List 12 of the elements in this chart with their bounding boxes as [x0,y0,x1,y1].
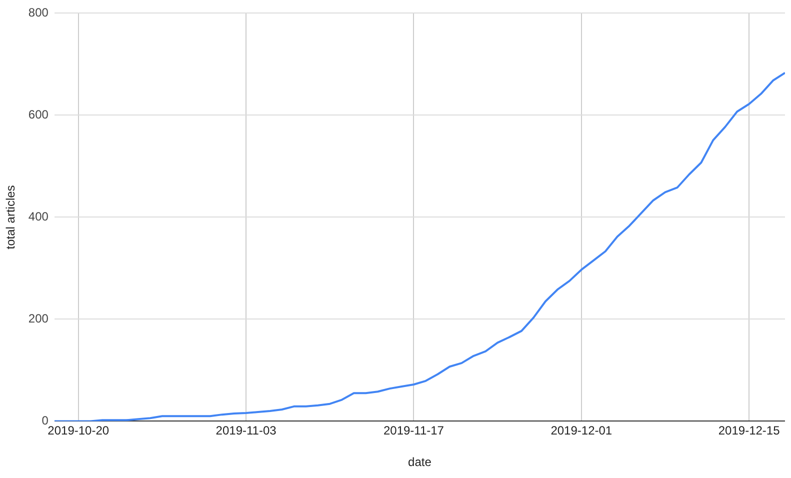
y-tick-label: 800 [28,6,49,20]
y-axis-title: total articles [4,185,18,250]
y-tick-label: 200 [28,312,49,326]
x-axis-title: date [408,455,432,470]
y-tick-label: 0 [42,414,49,428]
x-tick-label: 2019-12-15 [718,424,780,438]
y-tick-label: 400 [28,210,49,224]
x-tick-label: 2019-11-17 [383,424,444,438]
y-tick-label: 600 [28,108,49,122]
x-tick-label: 2019-12-01 [550,424,612,438]
x-tick-label: 2019-11-03 [216,424,277,438]
x-tick-label: 2019-10-20 [48,424,110,438]
